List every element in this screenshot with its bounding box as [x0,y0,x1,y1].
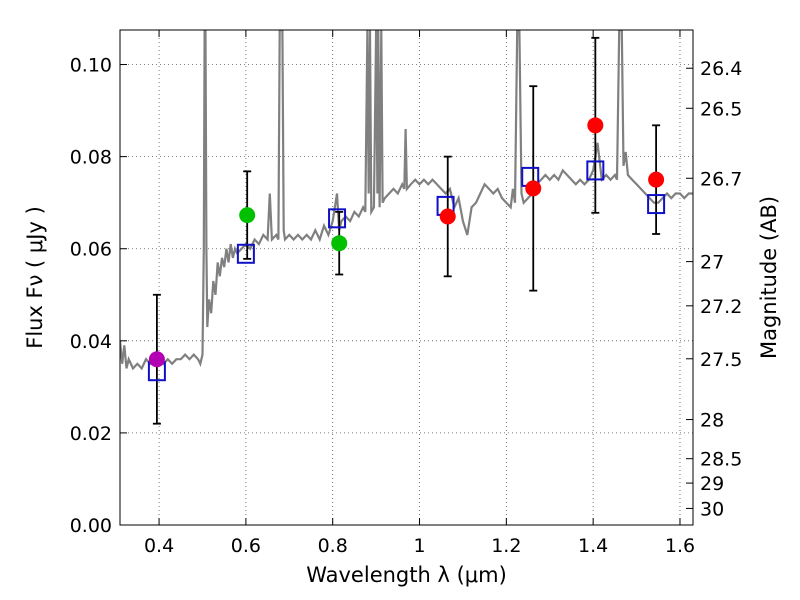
x-axis-label: Wavelength λ (μm) [306,563,507,587]
sed-curve [120,30,693,371]
y-tick-label: 0.02 [70,423,112,445]
model-box [328,208,347,229]
observed-dot [587,117,604,134]
model-box [236,243,255,264]
observed-points [148,117,665,368]
x-tick-label: 1 [413,535,425,557]
magnitude-tick-label: 30 [700,498,724,520]
plot-frame [119,29,694,526]
magnitude-tick-label: 27 [700,252,724,274]
x-tick-label: 0.4 [144,535,174,557]
magnitude-tick-label: 29 [700,473,724,495]
magnitude-ticks: 26.4 26.5 26.7 27 27.2 27.5 28 28.529 30 [686,58,742,520]
x-tick-label: 1.4 [578,535,608,557]
y-tick-label: 0.04 [70,331,112,353]
observed-dot [439,208,456,225]
model-box [586,160,605,181]
magnitude-axis-label: Magnitude (AB) [757,196,781,359]
observed-dot [239,207,256,224]
magnitude-tick-label: 27.2 [700,296,742,318]
magnitude-tick-label: 28.5 [700,449,742,471]
observed-dot [148,351,165,368]
y-axis-label: Flux Fν ( μJy ) [23,206,47,349]
plot-area [120,30,693,371]
y-tick-label: 0.06 [70,239,112,261]
observed-dot [648,171,665,188]
y-tick-label: 0.08 [70,147,112,169]
observed-dot [331,235,348,252]
x-tick-label: 0.8 [318,535,348,557]
model-points [147,160,666,382]
magnitude-tick-label: 28 [700,410,724,432]
observed-dot [525,180,542,197]
magnitude-tick-label: 26.5 [700,98,742,120]
x-ticks: 0.4 0.6 0.8 1 1.2 1.4 1.6 [144,30,695,557]
magnitude-tick-label: 26.4 [700,58,742,80]
model-box [647,194,666,215]
x-tick-label: 1.6 [665,535,695,557]
y-tick-label: 0.00 [70,515,112,537]
y-tick-label: 0.10 [70,55,112,77]
error-bars [152,36,661,425]
x-tick-label: 1.2 [491,535,521,557]
x-tick-label: 0.6 [231,535,261,557]
y-ticks: 0.00 0.02 0.04 0.06 0.08 0.10 [70,55,127,537]
grid-lines [120,30,693,526]
magnitude-tick-label: 27.5 [700,349,742,371]
magnitude-tick-label: 26.7 [700,168,742,190]
